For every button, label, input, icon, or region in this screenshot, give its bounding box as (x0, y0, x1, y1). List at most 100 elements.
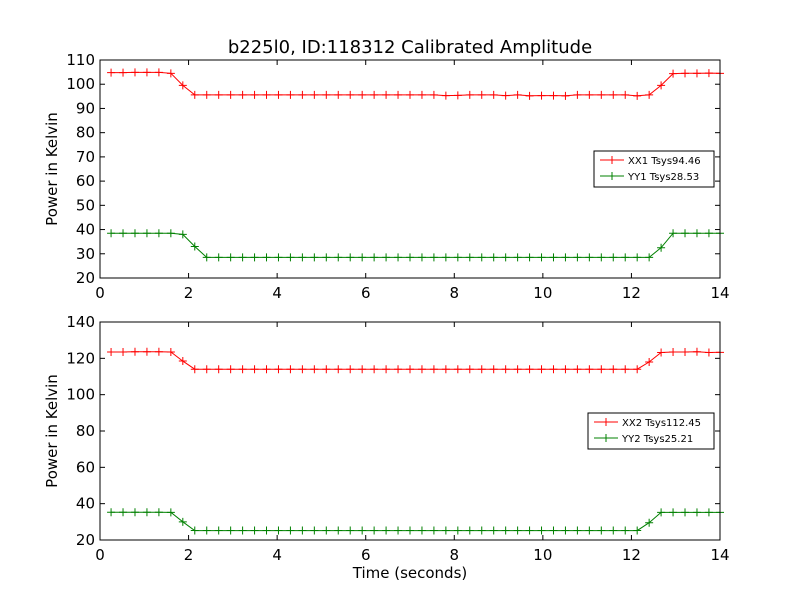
data-point (525, 526, 534, 535)
data-point (525, 91, 534, 100)
data-point (633, 253, 642, 262)
data-point (561, 253, 570, 262)
x-tick-label: 8 (450, 284, 460, 302)
data-point (286, 90, 295, 99)
data-point (214, 253, 223, 262)
x-tick-label: 8 (450, 546, 460, 564)
data-point (262, 365, 271, 374)
data-point (597, 365, 606, 374)
data-point (190, 365, 199, 374)
data-point (621, 526, 630, 535)
plot-frame (99, 321, 721, 541)
data-point (417, 526, 426, 535)
data-point (286, 526, 295, 535)
data-point (597, 90, 606, 99)
data-point (561, 365, 570, 374)
data-point (370, 365, 379, 374)
data-point (406, 253, 414, 262)
data-point (477, 253, 486, 262)
data-point (477, 526, 486, 535)
data-point (681, 229, 690, 238)
y-tick-label: 50 (76, 196, 95, 214)
data-point (178, 81, 187, 90)
series-line-2 (111, 232, 720, 258)
data-point (489, 526, 498, 535)
data-point (238, 526, 247, 535)
data-point (119, 508, 128, 517)
y-tick-label: 60 (76, 458, 95, 476)
data-point (657, 508, 666, 517)
data-point (561, 91, 570, 100)
y-axis-label: Power in Kelvin (43, 112, 61, 226)
data-point (609, 253, 618, 262)
y-tick-label: 20 (76, 269, 95, 287)
data-point (370, 90, 379, 99)
data-point (429, 90, 438, 99)
x-tick-label: 10 (533, 546, 552, 564)
data-point (537, 526, 546, 535)
data-point (633, 91, 642, 100)
data-point (657, 348, 666, 357)
y-axis-label: Power in Kelvin (43, 374, 61, 488)
data-point (190, 90, 199, 99)
data-point (382, 253, 391, 262)
x-tick-label: 4 (272, 546, 282, 564)
data-point (525, 365, 534, 374)
data-point (429, 526, 438, 535)
data-point (322, 90, 331, 99)
data-point (358, 253, 367, 262)
data-point (382, 90, 391, 99)
x-tick-label: 4 (272, 284, 282, 302)
data-point (681, 347, 690, 356)
data-point (669, 69, 678, 78)
data-point (250, 90, 259, 99)
data-point (154, 508, 163, 517)
legend-label: YY2 Tsys25.21 (621, 434, 693, 445)
data-point (370, 526, 379, 535)
data-point (585, 90, 594, 99)
x-tick-label: 12 (622, 284, 641, 302)
data-point (465, 253, 474, 262)
data-point (334, 526, 343, 535)
data-point (537, 253, 546, 262)
data-point (382, 365, 391, 374)
data-point (669, 508, 678, 517)
data-point (202, 365, 211, 374)
data-point (692, 508, 701, 517)
data-point (119, 229, 128, 238)
x-tick-label: 0 (95, 284, 105, 302)
data-point (214, 365, 223, 374)
data-point (477, 365, 486, 374)
data-point (202, 90, 211, 99)
x-tick-label: 6 (361, 284, 371, 302)
data-point (513, 526, 522, 535)
data-point (513, 90, 522, 99)
data-point (286, 365, 295, 374)
data-point (154, 347, 163, 356)
y-tick-label: 80 (76, 124, 95, 142)
data-point (322, 253, 331, 262)
data-point (573, 253, 582, 262)
data-point (130, 229, 139, 238)
data-point (274, 90, 283, 99)
data-point (453, 526, 462, 535)
data-point (692, 69, 701, 78)
data-point (310, 253, 319, 262)
data-point (537, 91, 546, 100)
x-tick-label: 10 (533, 284, 552, 302)
data-point (585, 253, 594, 262)
data-point (633, 365, 642, 374)
data-point (681, 69, 690, 78)
data-point (250, 365, 259, 374)
data-point (166, 347, 175, 356)
data-point (597, 253, 606, 262)
x-tick-label: 14 (710, 546, 729, 564)
data-point (501, 253, 510, 262)
data-point (130, 347, 139, 356)
data-point (609, 526, 618, 535)
legend-label: YY1 Tsys28.53 (627, 172, 699, 183)
y-tick-label: 140 (66, 313, 95, 331)
legend-box (587, 412, 715, 450)
data-point (501, 526, 510, 535)
